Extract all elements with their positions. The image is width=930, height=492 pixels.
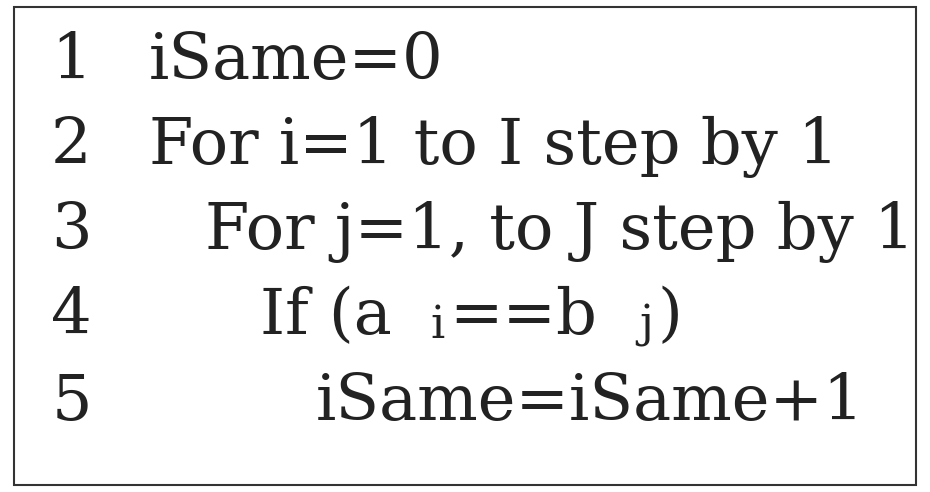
Text: 1: 1 [51,31,92,92]
Text: ): ) [658,286,683,347]
Text: For j=1, to J step by 1: For j=1, to J step by 1 [205,201,914,263]
Text: iSame=0: iSame=0 [149,31,444,92]
FancyBboxPatch shape [14,7,916,485]
Text: 3: 3 [51,201,92,262]
Text: If (a: If (a [260,286,392,347]
Text: iSame=iSame+1: iSame=iSame+1 [316,371,865,432]
Text: i: i [431,304,445,347]
Text: 4: 4 [51,286,92,347]
Text: ==b: ==b [449,286,597,347]
Text: 5: 5 [51,371,92,432]
Text: 2: 2 [51,116,92,177]
Text: j: j [640,304,654,347]
Text: For i=1 to I step by 1: For i=1 to I step by 1 [149,116,839,178]
